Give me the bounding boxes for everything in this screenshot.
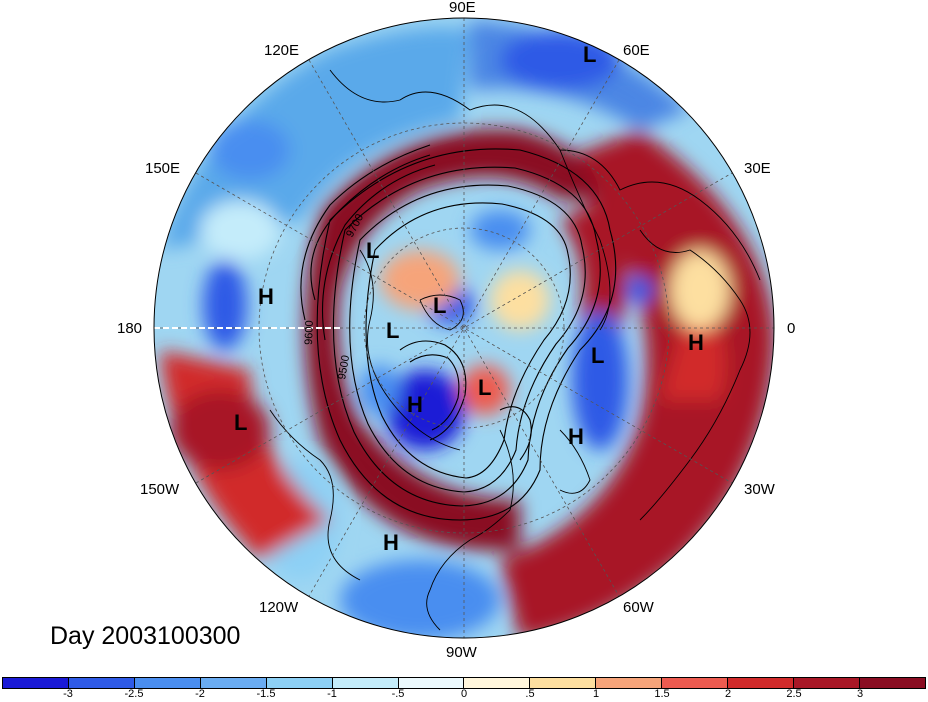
- low-pressure-marker: L: [366, 238, 380, 263]
- high-pressure-marker: H: [383, 530, 399, 555]
- colorbar-tick-label: -3: [63, 688, 73, 700]
- coastlines: [269, 69, 761, 631]
- colorbar-swatch: [266, 678, 333, 688]
- colorbar-swatch: [596, 678, 663, 688]
- low-pressure-marker: L: [386, 318, 400, 343]
- lon-label-150w: 150W: [140, 481, 180, 498]
- low-pressure-marker: L: [234, 410, 248, 435]
- colorbar-tick-label: 1.5: [654, 688, 670, 700]
- colorbar-tick-label: 0: [460, 688, 468, 700]
- high-pressure-marker: H: [258, 284, 274, 309]
- lon-label-90w: 90W: [446, 644, 477, 661]
- colorbar-swatch: [728, 678, 795, 688]
- lon-label-180: 180: [117, 320, 143, 337]
- high-pressure-marker: H: [688, 330, 704, 355]
- contour-label-9500: 9500: [336, 354, 352, 380]
- colorbar-swatch: [530, 678, 597, 688]
- colorbar-swatch: [200, 678, 267, 688]
- lon-label-90e: 90E: [449, 0, 476, 16]
- colorbar-tick-label: 3: [856, 688, 864, 700]
- colorbar-swatch: [332, 678, 399, 688]
- colorbar-tick-label: -1: [327, 688, 337, 700]
- colorbar-tick-label: -.5: [391, 688, 405, 700]
- lon-label-120w: 120W: [259, 599, 299, 616]
- colorbar-swatch: [464, 678, 531, 688]
- low-pressure-marker: L: [478, 375, 492, 400]
- lon-label-0: 0: [787, 320, 796, 337]
- lon-label-30w: 30W: [744, 481, 775, 498]
- colorbar-tick-label: -2: [195, 688, 205, 700]
- colorbar-swatch: [859, 678, 925, 688]
- colorbar-swatch: [794, 678, 860, 688]
- colorbar-swatch: [68, 678, 135, 688]
- colorbar-tick-label: .5: [525, 688, 535, 700]
- low-pressure-marker: L: [433, 293, 447, 318]
- colorbar-swatch: [398, 678, 465, 688]
- lon-label-150e: 150E: [145, 160, 181, 177]
- high-pressure-marker: H: [407, 392, 423, 417]
- colorbar-tick-label: -2.5: [124, 688, 144, 700]
- lon-label-60e: 60E: [623, 42, 650, 59]
- low-pressure-marker: L: [583, 42, 597, 67]
- colorbar-swatch: [3, 678, 69, 688]
- anomaly-field: [154, 18, 774, 638]
- colorbar-swatch: [662, 678, 729, 688]
- lon-label-60w: 60W: [623, 599, 654, 616]
- height-contours: [300, 144, 617, 521]
- lon-label-30e: 30E: [744, 160, 771, 177]
- map-border: [153, 17, 775, 639]
- high-pressure-marker: H: [568, 424, 584, 449]
- contour-label-9600: 9600: [303, 320, 316, 345]
- colorbar-tick-label: 2.5: [786, 688, 802, 700]
- low-pressure-marker: L: [591, 343, 605, 368]
- colorbar-tick-label: -1.5: [256, 688, 276, 700]
- lon-label-120e: 120E: [264, 42, 300, 59]
- colorbar-swatch: [134, 678, 201, 688]
- colorbar-tick-label: 2: [724, 688, 732, 700]
- day-label: Day 2003100300: [50, 622, 241, 650]
- colorbar-tick-label: 1: [592, 688, 600, 700]
- colorbar: [2, 677, 926, 689]
